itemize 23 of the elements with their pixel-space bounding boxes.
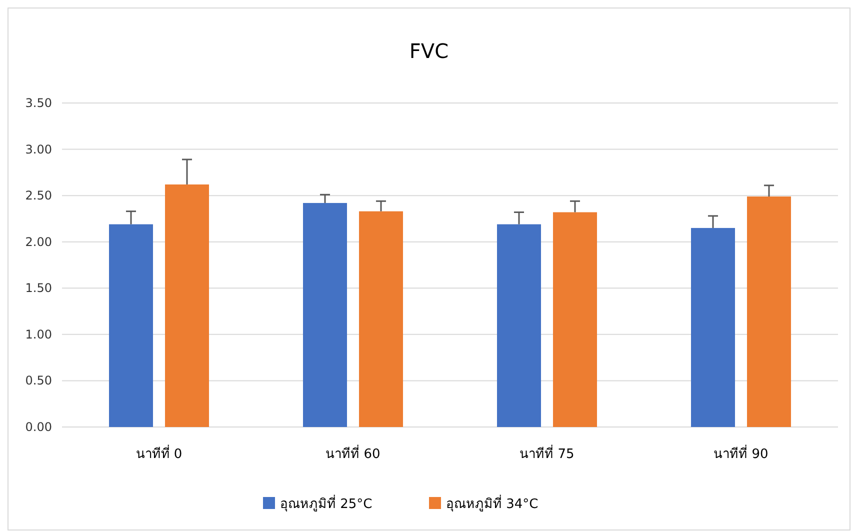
chart-title: FVC [409,39,449,63]
bar [553,212,597,427]
x-tick-label: นาทีที่ 90 [714,445,768,462]
y-tick-label: 2.50 [25,188,52,203]
y-tick-label: 3.50 [25,96,52,110]
x-tick-label: นาทีที่ 0 [136,445,182,462]
y-tick-label: 3.00 [25,142,52,156]
x-tick-label: นาทีที่ 75 [520,445,574,462]
legend-label: อุณหภูมิที่ 34°C [446,495,538,512]
bar [691,228,735,427]
y-tick-label: 2.00 [25,234,52,249]
y-tick-label: 1.50 [25,281,52,296]
bar [747,196,791,427]
bar [109,224,153,427]
bar [303,202,347,427]
y-tick-label: 0.00 [25,420,52,434]
y-tick-label: 1.00 [25,327,52,342]
x-tick-label: นาทีที่ 60 [326,445,380,462]
bar [165,184,209,427]
bar [497,224,541,427]
y-tick-label: 0.50 [25,374,52,388]
bar [359,211,403,427]
legend-label: อุณหภูมิที่ 25°C [280,495,372,512]
